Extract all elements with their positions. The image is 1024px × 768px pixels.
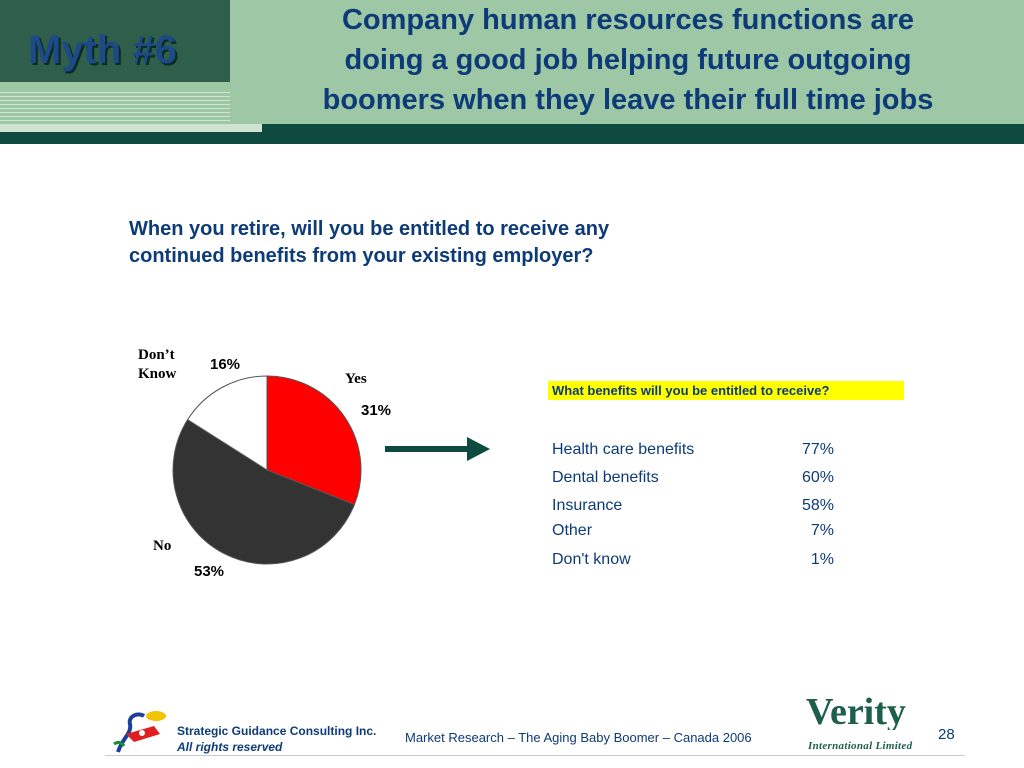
myth-box	[0, 0, 230, 82]
slide-title: Company human resources functions are do…	[258, 0, 998, 120]
myth-label: Myth #6	[28, 28, 177, 72]
pie-pct-no: 53%	[194, 563, 225, 580]
benefit-value: 60%	[801, 469, 834, 486]
question-line-2: continued benefits from your existing em…	[129, 245, 594, 267]
pie-pct-dont-know: 16%	[210, 356, 241, 373]
benefit-label: Dental benefits	[552, 469, 659, 486]
pie-label-yes: Yes	[345, 371, 367, 387]
footer-caption: Market Research – The Aging Baby Boomer …	[405, 730, 752, 745]
footer-divider	[105, 755, 965, 756]
page-number: 28	[938, 726, 955, 743]
sgc-logo-icon	[113, 711, 166, 753]
pie-pct-yes: 31%	[361, 402, 392, 419]
company-name: Strategic Guidance Consulting Inc.	[177, 724, 377, 738]
header-bar-accent	[0, 124, 262, 132]
benefit-label: Other	[552, 522, 593, 539]
benefit-value: 58%	[801, 497, 834, 514]
title-line-1: Company human resources functions are	[341, 4, 915, 36]
pie-slice-no	[172, 418, 356, 565]
pie-label-dont-know-line-2: Know	[138, 366, 177, 382]
benefit-label: Insurance	[552, 497, 623, 514]
benefit-value: 7%	[810, 522, 834, 539]
benefit-value: 1%	[810, 551, 834, 568]
survey-question: When you retire, will you be entitled to…	[129, 216, 699, 270]
benefit-label: Health care benefits	[552, 441, 695, 458]
slide-header: Myth #6 Company human resources function…	[0, 0, 1024, 145]
right-arrow-icon	[385, 437, 490, 461]
pie-slice-dont-know	[186, 375, 268, 471]
verity-logo-icon: Verity	[806, 691, 906, 730]
benefit-label: Don't know	[552, 551, 631, 568]
pie-svg	[172, 375, 362, 565]
pie-slice-yes	[266, 375, 362, 506]
pie-label-dont-know-line-1: Don’t	[138, 347, 175, 363]
title-line-3: boomers when they leave their full time …	[322, 84, 934, 116]
title-line-2: doing a good job helping future outgoing	[344, 44, 912, 76]
header-dot-pattern	[0, 92, 230, 122]
pie-chart: Don’t Know 16% Yes 31% No 53%	[120, 340, 420, 590]
pie-label-no: No	[153, 538, 172, 554]
pie-label-dont-know: Don’t Know	[138, 346, 176, 384]
question-line-1: When you retire, will you be entitled to…	[129, 218, 610, 240]
benefits-heading: What benefits will you be entitled to re…	[548, 381, 904, 400]
verity-subtitle: International Limited	[808, 740, 913, 752]
rights-text: All rights reserved	[177, 740, 283, 754]
verity-logo-text: Verity	[806, 691, 906, 730]
benefit-value: 77%	[801, 441, 834, 458]
